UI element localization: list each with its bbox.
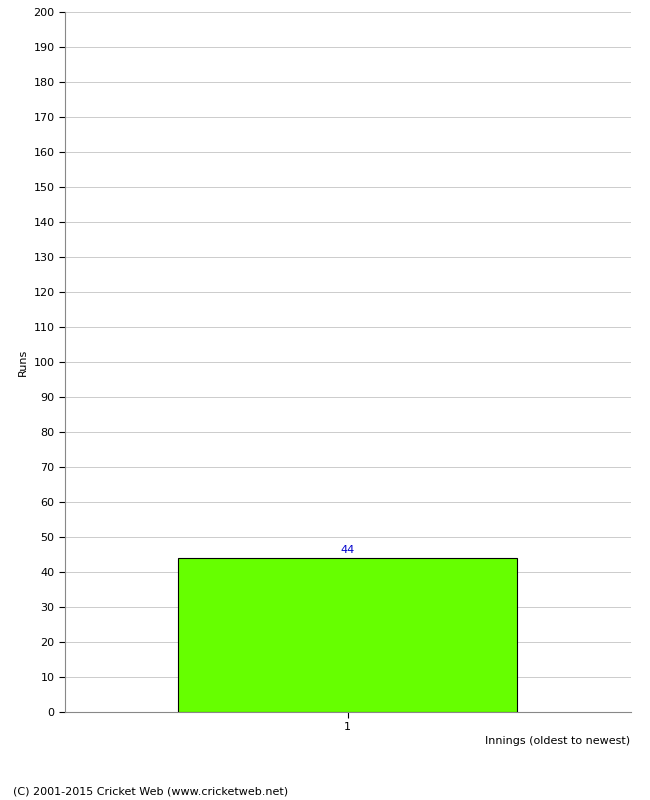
Text: Innings (oldest to newest): Innings (oldest to newest) bbox=[486, 736, 630, 746]
Text: (C) 2001-2015 Cricket Web (www.cricketweb.net): (C) 2001-2015 Cricket Web (www.cricketwe… bbox=[13, 786, 288, 796]
Y-axis label: Runs: Runs bbox=[18, 348, 28, 376]
Bar bbox=[178, 558, 517, 712]
Text: 44: 44 bbox=[341, 546, 355, 555]
